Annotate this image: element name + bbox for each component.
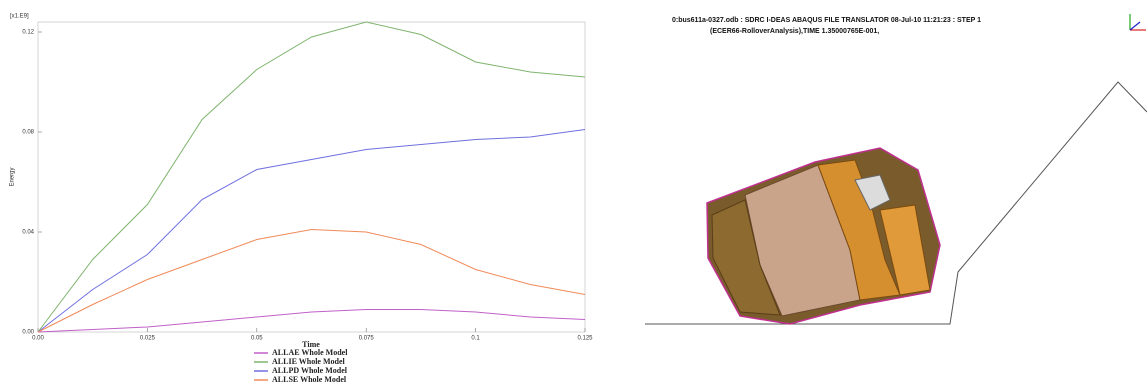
axis-triad bbox=[1129, 14, 1146, 31]
legend-label: ALLIE Whole Model bbox=[272, 357, 346, 366]
x-tick-label: 0.025 bbox=[140, 336, 156, 342]
plot-frame bbox=[37, 21, 586, 333]
y-axis-label: Energy bbox=[10, 167, 16, 186]
x-tick-label: 0.1 bbox=[471, 336, 480, 342]
y-tick-label: 0.12 bbox=[22, 30, 34, 36]
series-line bbox=[37, 228, 586, 333]
y-tick-label: 0.08 bbox=[22, 130, 34, 136]
viewport: 0:bus611a-0327.odb : SDRC I-DEAS ABAQUS … bbox=[645, 14, 1147, 325]
viewport-header: 0:bus611a-0327.odb : SDRC I-DEAS ABAQUS … bbox=[672, 17, 981, 24]
series-line bbox=[37, 129, 586, 333]
x-tick-label: 0.125 bbox=[577, 336, 593, 342]
legend-label: ALLSE Whole Model bbox=[272, 375, 347, 383]
series-line bbox=[37, 309, 586, 333]
legend-label: ALLAE Whole Model bbox=[272, 348, 348, 357]
x-axis-label: Time bbox=[302, 340, 320, 349]
x-tick-label: 0.05 bbox=[251, 336, 263, 342]
series-line bbox=[37, 21, 586, 333]
ground-and-ditch bbox=[645, 81, 1147, 325]
legend-label: ALLPD Whole Model bbox=[272, 366, 348, 375]
y-tick-label: 0.00 bbox=[22, 330, 34, 336]
y-tick-label: 0.04 bbox=[22, 230, 34, 236]
viewport-header: (ECER66-RolloverAnalysis),TIME 1.3500076… bbox=[710, 28, 879, 35]
chart: [x1.E9] Time Energy 0.00 0.04 0.08 0.12 0.00… bbox=[10, 14, 594, 383]
bus-model bbox=[706, 147, 941, 325]
x-tick-label: 0.075 bbox=[359, 336, 375, 342]
y-unit: [x1.E9] bbox=[10, 14, 29, 20]
x-tick-label: 0.00 bbox=[32, 336, 44, 342]
